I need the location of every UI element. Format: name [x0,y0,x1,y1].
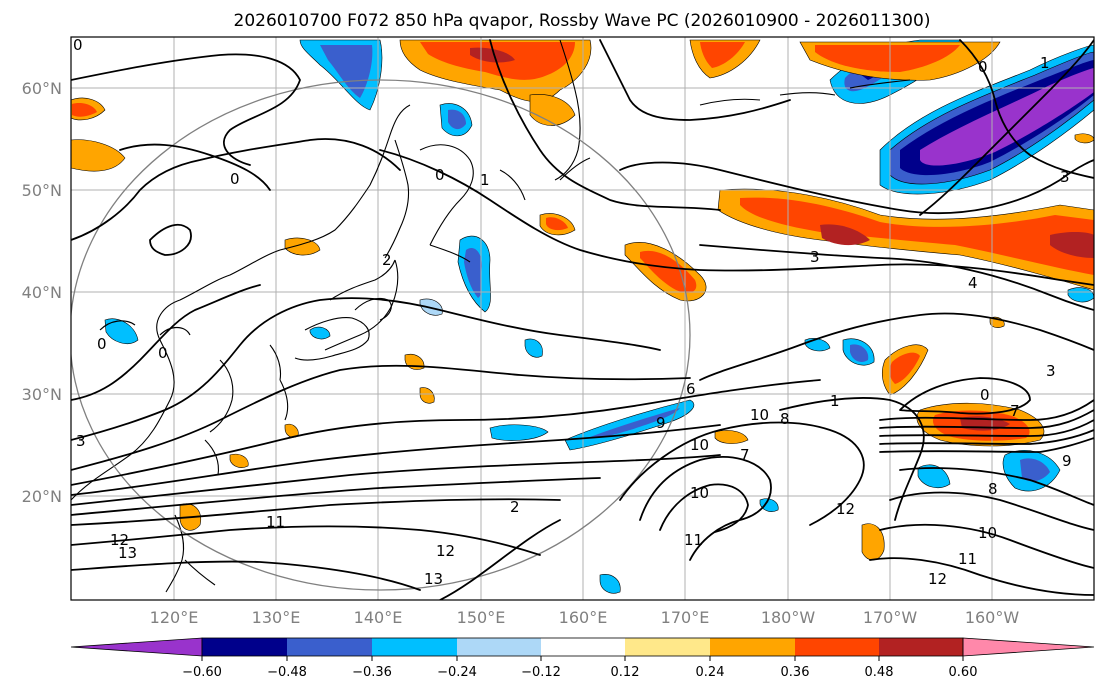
lon-tick-label: 160°E [559,608,608,627]
contour-label: 11 [266,513,285,531]
figure-title: 2026010700 F072 850 hPa qvapor, Rossby W… [234,11,931,31]
graticule [71,37,1094,600]
colorbar-bin [287,638,372,656]
contours [71,39,1094,600]
contour-label: 0 [978,58,988,76]
contour-label: 10 [978,524,997,542]
contour-label: 3 [76,432,86,450]
contour-label: 9 [656,414,666,432]
colorbar: −0.60 −0.48 −0.36 −0.24 −0.12 0.12 0.24 … [70,637,1095,680]
contour-label: 11 [958,550,977,568]
colorbar-high-extension [962,637,1095,657]
contour-label: 1 [830,392,840,410]
contour-label: 3 [1060,168,1070,186]
colorbar-ticks [201,656,964,661]
contour-label: 8 [780,410,790,428]
contour-label: 1 [480,171,490,189]
contour-label: 10 [690,484,709,502]
contour-labels: 0 0 0 0 0 0 0 1 1 1 2 2 3 3 3 3 4 6 7 7 … [73,36,1072,588]
contour-label: 1 [1040,54,1050,72]
contour-label: 12 [928,570,947,588]
lon-tick-label: 160°W [965,608,1020,627]
lat-tick-label: 40°N [22,283,62,302]
colorbar-bin [541,638,625,656]
lon-tick-label: 170°W [863,608,918,627]
contour-label: 13 [424,570,443,588]
colorbar-bin [625,638,710,656]
colorbar-bin [879,638,963,656]
lon-tick-label: 140°E [354,608,403,627]
contour-label: 0 [435,166,445,184]
contour-label: 11 [684,531,703,549]
colorbar-tick-label: 0.48 [865,665,894,680]
colorbar-tick-label: −0.60 [182,665,222,680]
map-panel: 0 0 0 0 0 0 0 1 1 1 2 2 3 3 3 3 4 6 7 7 … [71,36,1094,600]
colorbar-tick-label: −0.36 [352,665,392,680]
contour-label: 12 [436,542,455,560]
colorbar-tick-label: 0.36 [781,665,810,680]
colorbar-frame [201,637,964,657]
contour-label: 10 [690,436,709,454]
contour-label: 13 [118,544,137,562]
longitude-labels: 120°E 130°E 140°E 150°E 160°E 170°E 180°… [150,608,1020,627]
contour-label: 7 [1010,402,1020,420]
contour-label: 12 [836,500,855,518]
contour-label: 6 [686,380,696,398]
contour-label: 0 [73,36,83,54]
contour-label: 3 [810,248,820,266]
colorbar-bin [795,638,879,656]
colorbar-bin [457,638,541,656]
contour-label: 4 [968,274,978,292]
projection-circle [71,79,691,591]
latitude-labels: 60°N 50°N 40°N 30°N 20°N [22,79,62,506]
lon-tick-label: 170°E [661,608,710,627]
contour-label: 2 [510,498,520,516]
lon-tick-label: 150°E [457,608,506,627]
colorbar-tick-label: −0.24 [437,665,477,680]
lon-tick-label: 130°E [252,608,301,627]
contour-label: 0 [980,386,990,404]
colorbar-tick-label: −0.12 [521,665,561,680]
contour-label: 0 [97,335,107,353]
lat-tick-label: 60°N [22,79,62,98]
contour-label: 12 [110,531,129,549]
colorbar-tick-label: 0.60 [949,665,978,680]
lon-tick-label: 180°W [761,608,816,627]
contour-label: 7 [740,446,750,464]
colorbar-bin [710,638,795,656]
colorbar-tick-label: 0.24 [696,665,725,680]
contour-label: 10 [750,406,769,424]
map-frame [70,36,1095,601]
contour-label: 0 [230,170,240,188]
colorbar-tick-label: −0.48 [267,665,307,680]
contour-label: 9 [1062,452,1072,470]
lat-tick-label: 20°N [22,487,62,506]
colorbar-tick-label: 0.12 [611,665,640,680]
colorbar-low-extension [70,637,203,657]
contour-label: 0 [158,344,168,362]
colorbar-bin [372,638,457,656]
lat-tick-label: 50°N [22,181,62,200]
contour-label: 8 [988,480,998,498]
colorbar-bin [202,638,287,656]
lat-tick-label: 30°N [22,385,62,404]
contour-label: 2 [382,251,392,269]
contour-label: 3 [1046,362,1056,380]
lon-tick-label: 120°E [150,608,199,627]
positive-anomaly-shading [71,39,1094,561]
